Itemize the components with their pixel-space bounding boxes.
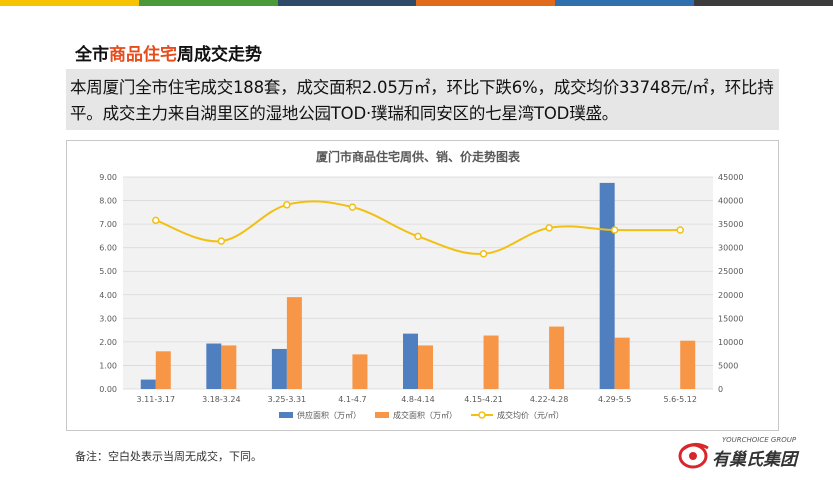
y-left-tick-label: 1.00 [99,361,117,370]
supply-bar [403,333,418,389]
y-left-tick-label: 9.00 [99,173,117,182]
y-left-tick-label: 5.00 [99,267,117,276]
legend-swatch-point [478,411,486,419]
deal-bar [352,354,368,389]
supply-bar [206,343,222,389]
price-point [676,226,684,234]
top-color-bar [0,0,833,6]
title-prefix: 全市 [75,45,109,65]
top-bar-segment [555,0,695,6]
deal-bar [680,340,696,389]
y-left-tick-label: 6.00 [99,244,117,253]
price-point [283,201,291,209]
y-right-tick-label: 35000 [718,220,743,229]
deal-bar [549,326,565,389]
y-right-tick-label: 45000 [718,173,743,182]
y-right-tick-label: 40000 [718,197,743,206]
price-point [414,232,422,241]
supply-bar [140,379,156,389]
price-point [217,237,226,245]
x-tick-label: 5.6-5.12 [664,395,697,404]
x-tick-label: 4.8-4.14 [401,395,434,404]
y-right-tick-label: 15000 [718,314,743,323]
y-left-tick-label: 0.00 [99,385,117,394]
chart-panel: 厦门市商品住宅周供、销、价走势图表 0.00 1.00 2.00 3.00 4.00 5.0… [66,140,779,431]
legend-label: 成交面积（万㎡） [393,410,457,420]
legend-swatch [375,412,389,418]
price-point [479,250,488,258]
summary-text: 本周厦门全市住宅成交188套，成交面积2.05万㎡，环比下跌6%，成交均价337… [66,69,779,130]
deal-bar [221,345,237,389]
x-tick-label: 3.25-3.31 [268,395,307,404]
y-left-tick-label: 3.00 [99,314,117,323]
x-tick-label: 3.18-3.24 [202,395,241,404]
price-point [348,203,357,211]
page-title: 全市商品住宅周成交走势 [75,40,262,65]
deal-bar [155,351,171,389]
chart-title: 厦门市商品住宅周供、销、价走势图表 [316,149,521,164]
legend-label: 成交均价（元/㎡） [497,410,564,420]
y-right-tick-label: 25000 [718,267,743,276]
y-right-tick-label: 20000 [718,291,743,300]
deal-bar [483,335,499,389]
title-suffix: 周成交走势 [177,45,262,65]
title-highlight: 商品住宅 [109,45,177,65]
price-point [152,216,160,225]
y-left-tick-label: 2.00 [99,338,117,347]
y-right-tick-label: 30000 [718,244,743,253]
supply-bar [599,182,615,389]
x-tick-label: 4.29-5.5 [598,395,631,404]
x-tick-label: 4.15-4.21 [464,395,503,404]
deal-bar [614,337,630,389]
y-right-tick-label: 5000 [718,361,738,370]
top-bar-segment [0,0,139,6]
supply-bar [271,348,287,389]
legend-swatch [279,412,293,418]
x-tick-label: 3.11-3.17 [137,395,176,404]
y-right-tick-label: 0 [718,385,723,394]
logo-name: 有巢氏集团 [712,450,797,470]
logo-mark-icon [678,443,709,469]
chart-svg: 厦门市商品住宅周供、销、价走势图表 0.00 1.00 2.00 3.00 4.00 5.0… [99,149,743,420]
x-tick-label: 4.1-4.7 [338,395,366,404]
y-right-tick-label: 10000 [718,338,743,347]
logo-subtitle: YOURCHOICE GROUP [722,436,797,444]
x-tick-label: 4.22-4.28 [530,395,569,404]
deal-bar [418,345,433,389]
footnote: 备注：空白处表示当周无成交，下同。 [75,450,262,463]
company-logo: YOURCHOICE GROUP 有巢氏集团 [678,436,828,474]
legend-label: 供应面积（万㎡） [297,410,361,420]
y-left-tick-label: 7.00 [99,220,117,229]
y-left-tick-label: 4.00 [99,291,117,300]
price-point [610,226,619,234]
y-left-tick-label: 8.00 [99,197,117,206]
top-bar-segment [694,0,833,6]
top-bar-segment [138,0,278,6]
top-bar-segment [416,0,556,6]
price-point [545,224,553,232]
top-bar-segment [277,0,417,6]
deal-bar [286,297,302,389]
